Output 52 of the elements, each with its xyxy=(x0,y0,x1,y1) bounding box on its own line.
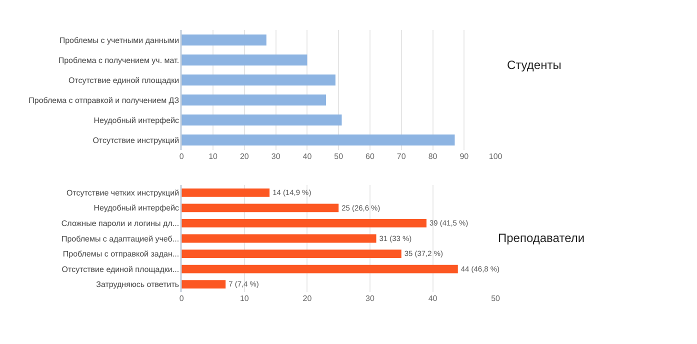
x-tick-label: 40 xyxy=(302,152,312,161)
bar xyxy=(182,74,336,86)
x-tick-label: 20 xyxy=(240,152,250,161)
y-tick-label: Неудобный интерфейс xyxy=(94,204,180,213)
y-tick-label: Проблемы с учетными данными xyxy=(59,36,180,45)
x-tick-label: 50 xyxy=(334,152,344,161)
y-tick-label: Проблемы с адаптацией учеб... xyxy=(61,234,180,244)
bar xyxy=(182,204,339,212)
y-tick-label: Затрудняюсь ответить xyxy=(96,280,180,290)
x-tick-label: 90 xyxy=(460,152,470,161)
y-tick-label: Проблемы с отправкой задан... xyxy=(62,250,180,259)
y-tick-label: Отсутствие единой площадки... xyxy=(62,264,180,274)
x-tick-label: 0 xyxy=(179,152,184,161)
bar xyxy=(182,114,342,126)
y-tick-label: Отсутствие единой площадки xyxy=(68,76,180,85)
x-tick-label: 30 xyxy=(271,152,281,161)
data-label: 44 (46,8 %) xyxy=(460,264,500,274)
bar xyxy=(182,34,266,46)
bar xyxy=(182,264,458,274)
x-tick-label: 70 xyxy=(396,152,406,161)
y-tick-label: Отсутствие четких инструкций xyxy=(66,188,180,198)
bar xyxy=(182,219,426,228)
y-tick-label: Проблема с отправкой и получением ДЗ xyxy=(28,96,180,105)
x-tick-label: 0 xyxy=(179,294,184,303)
bar xyxy=(182,234,376,243)
bar xyxy=(182,134,455,146)
data-label: 7 (7,4 %) xyxy=(228,280,260,289)
x-tick-label: 30 xyxy=(366,294,375,303)
x-tick-label: 10 xyxy=(240,294,250,303)
bar xyxy=(182,54,308,66)
bar xyxy=(182,280,226,289)
y-tick-label: Неудобный интерфейс xyxy=(94,116,180,125)
x-tick-label: 60 xyxy=(366,152,375,161)
y-tick-label: Отсутствие инструкций xyxy=(92,136,180,145)
data-label: 39 (41,5 %) xyxy=(430,218,469,228)
x-tick-label: 10 xyxy=(208,152,218,161)
bar xyxy=(182,94,326,106)
y-tick-label: Сложные пароли и логины дл... xyxy=(61,219,180,228)
data-label: 14 (14,9 %) xyxy=(272,188,312,197)
x-tick-label: 50 xyxy=(491,294,501,303)
bar xyxy=(182,188,270,197)
y-tick-label: Проблема с получением уч. мат. xyxy=(58,56,180,65)
data-label: 25 (26,6 %) xyxy=(342,203,381,212)
x-tick-label: 80 xyxy=(428,152,438,161)
x-tick-label: 40 xyxy=(428,294,438,303)
bar xyxy=(182,250,402,258)
data-label: 35 (37,2 %) xyxy=(404,249,444,258)
data-label: 31 (33 %) xyxy=(379,234,412,243)
text: Преподаватели xyxy=(498,231,585,245)
x-tick-label: 20 xyxy=(302,294,312,303)
x-tick-label: 100 xyxy=(488,152,503,161)
text: Студенты xyxy=(507,58,562,72)
